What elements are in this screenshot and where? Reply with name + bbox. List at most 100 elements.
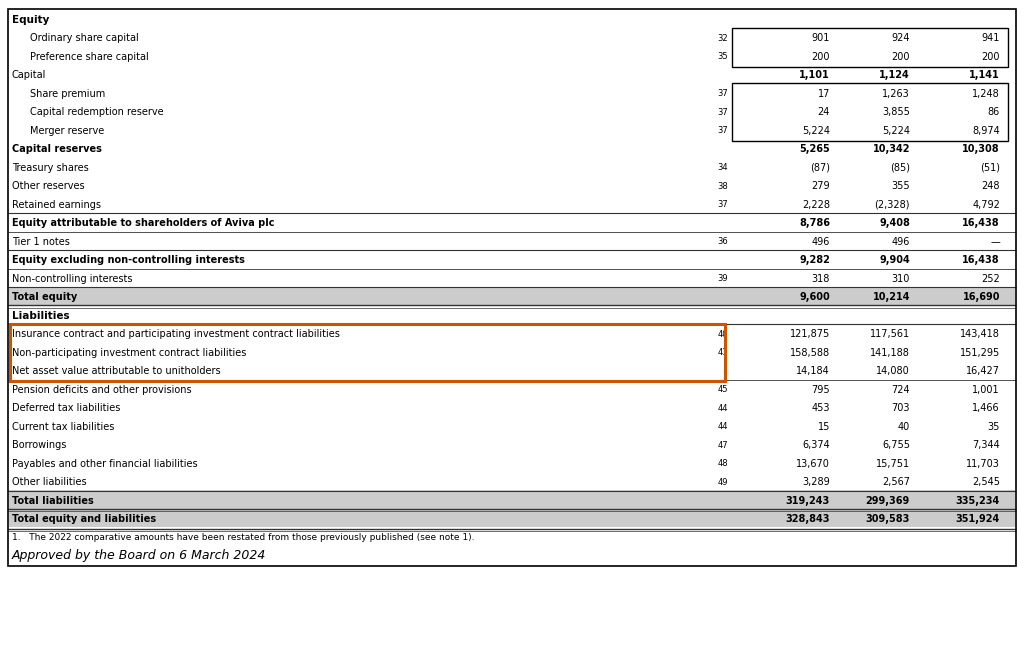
Text: 310: 310 bbox=[892, 274, 910, 284]
Text: 328,843: 328,843 bbox=[785, 514, 830, 524]
Text: 48: 48 bbox=[718, 459, 728, 468]
Text: 34: 34 bbox=[718, 163, 728, 172]
Text: 318: 318 bbox=[812, 274, 830, 284]
Text: Net asset value attributable to unitholders: Net asset value attributable to unithold… bbox=[12, 366, 220, 376]
Text: 14,184: 14,184 bbox=[797, 366, 830, 376]
Text: 44: 44 bbox=[718, 422, 728, 431]
Bar bbox=[10, 323, 725, 381]
Text: 200: 200 bbox=[811, 52, 830, 62]
Text: Ordinary share capital: Ordinary share capital bbox=[30, 33, 138, 43]
Text: Approved by the Board on 6 March 2024: Approved by the Board on 6 March 2024 bbox=[12, 550, 266, 563]
Text: Current tax liabilities: Current tax liabilities bbox=[12, 422, 115, 432]
Text: 1,263: 1,263 bbox=[883, 89, 910, 99]
Text: Non-controlling interests: Non-controlling interests bbox=[12, 274, 132, 284]
Text: 121,875: 121,875 bbox=[790, 329, 830, 339]
Bar bbox=[9, 509, 1015, 527]
Text: 35: 35 bbox=[718, 52, 728, 61]
Text: 924: 924 bbox=[892, 33, 910, 43]
Text: 41: 41 bbox=[718, 348, 728, 357]
Text: 37: 37 bbox=[717, 126, 728, 135]
Text: Borrowings: Borrowings bbox=[12, 440, 67, 450]
Text: Equity excluding non-controlling interests: Equity excluding non-controlling interes… bbox=[12, 255, 245, 265]
Text: Liabilities: Liabilities bbox=[12, 311, 70, 321]
Text: 37: 37 bbox=[717, 108, 728, 117]
Text: 10,308: 10,308 bbox=[963, 144, 1000, 154]
Text: 7,344: 7,344 bbox=[972, 440, 1000, 450]
Text: 10,342: 10,342 bbox=[872, 144, 910, 154]
Text: 4,792: 4,792 bbox=[972, 200, 1000, 210]
Bar bbox=[732, 83, 1008, 140]
Text: 158,588: 158,588 bbox=[790, 348, 830, 358]
Text: 5,265: 5,265 bbox=[800, 144, 830, 154]
Text: 1,001: 1,001 bbox=[973, 385, 1000, 395]
Text: 9,408: 9,408 bbox=[880, 218, 910, 228]
Text: 16,438: 16,438 bbox=[963, 255, 1000, 265]
Text: 37: 37 bbox=[717, 200, 728, 209]
Text: Other liabilities: Other liabilities bbox=[12, 477, 87, 487]
Text: 3,855: 3,855 bbox=[882, 107, 910, 117]
Text: 355: 355 bbox=[891, 181, 910, 191]
Text: Non-participating investment contract liabilities: Non-participating investment contract li… bbox=[12, 348, 247, 358]
Text: 44: 44 bbox=[718, 404, 728, 413]
Text: 17: 17 bbox=[817, 89, 830, 99]
Text: 200: 200 bbox=[981, 52, 1000, 62]
Text: 8,974: 8,974 bbox=[972, 126, 1000, 136]
Text: Deferred tax liabilities: Deferred tax liabilities bbox=[12, 403, 121, 413]
Text: 8,786: 8,786 bbox=[799, 218, 830, 228]
Text: 335,234: 335,234 bbox=[955, 496, 1000, 506]
Text: 248: 248 bbox=[981, 181, 1000, 191]
Bar bbox=[9, 286, 1015, 305]
Text: 1,248: 1,248 bbox=[972, 89, 1000, 99]
Text: 309,583: 309,583 bbox=[865, 514, 910, 524]
Text: Other reserves: Other reserves bbox=[12, 181, 85, 191]
Text: Tier 1 notes: Tier 1 notes bbox=[12, 237, 70, 247]
Text: 1,101: 1,101 bbox=[800, 70, 830, 80]
Text: 453: 453 bbox=[811, 403, 830, 413]
Text: (85): (85) bbox=[890, 163, 910, 173]
Text: 45: 45 bbox=[718, 385, 728, 394]
Text: 35: 35 bbox=[987, 422, 1000, 432]
Text: (2,328): (2,328) bbox=[874, 200, 910, 210]
Text: 200: 200 bbox=[892, 52, 910, 62]
Text: Share premium: Share premium bbox=[30, 89, 105, 99]
Text: 252: 252 bbox=[981, 274, 1000, 284]
Text: 14,080: 14,080 bbox=[877, 366, 910, 376]
Text: 2,545: 2,545 bbox=[972, 477, 1000, 487]
Text: 40: 40 bbox=[898, 422, 910, 432]
Text: 141,188: 141,188 bbox=[870, 348, 910, 358]
Text: 143,418: 143,418 bbox=[961, 329, 1000, 339]
Text: 13,670: 13,670 bbox=[796, 459, 830, 469]
Text: (87): (87) bbox=[810, 163, 830, 173]
Text: 16,690: 16,690 bbox=[963, 292, 1000, 302]
Text: 496: 496 bbox=[812, 237, 830, 247]
Text: Total equity: Total equity bbox=[12, 292, 77, 302]
Text: 1,466: 1,466 bbox=[973, 403, 1000, 413]
Text: 11,703: 11,703 bbox=[966, 459, 1000, 469]
Text: 941: 941 bbox=[982, 33, 1000, 43]
Text: Retained earnings: Retained earnings bbox=[12, 200, 101, 210]
Text: Equity: Equity bbox=[12, 15, 49, 25]
Text: Capital reserves: Capital reserves bbox=[12, 144, 101, 154]
Text: 279: 279 bbox=[811, 181, 830, 191]
Text: 1,124: 1,124 bbox=[880, 70, 910, 80]
Bar bbox=[8, 9, 1016, 566]
Text: 351,924: 351,924 bbox=[955, 514, 1000, 524]
Text: 36: 36 bbox=[717, 237, 728, 246]
Text: 86: 86 bbox=[988, 107, 1000, 117]
Text: (51): (51) bbox=[980, 163, 1000, 173]
Text: Pension deficits and other provisions: Pension deficits and other provisions bbox=[12, 385, 191, 395]
Text: 6,374: 6,374 bbox=[802, 440, 830, 450]
Text: Total liabilities: Total liabilities bbox=[12, 496, 94, 506]
Text: 9,282: 9,282 bbox=[799, 255, 830, 265]
Text: Equity attributable to shareholders of Aviva plc: Equity attributable to shareholders of A… bbox=[12, 218, 274, 228]
Text: 151,295: 151,295 bbox=[959, 348, 1000, 358]
Text: 47: 47 bbox=[718, 441, 728, 450]
Text: —: — bbox=[990, 237, 1000, 247]
Text: 39: 39 bbox=[718, 274, 728, 283]
Text: 24: 24 bbox=[817, 107, 830, 117]
Text: Payables and other financial liabilities: Payables and other financial liabilities bbox=[12, 459, 198, 469]
Text: 32: 32 bbox=[718, 34, 728, 43]
Text: 6,755: 6,755 bbox=[882, 440, 910, 450]
Text: 117,561: 117,561 bbox=[869, 329, 910, 339]
Text: 15,751: 15,751 bbox=[876, 459, 910, 469]
